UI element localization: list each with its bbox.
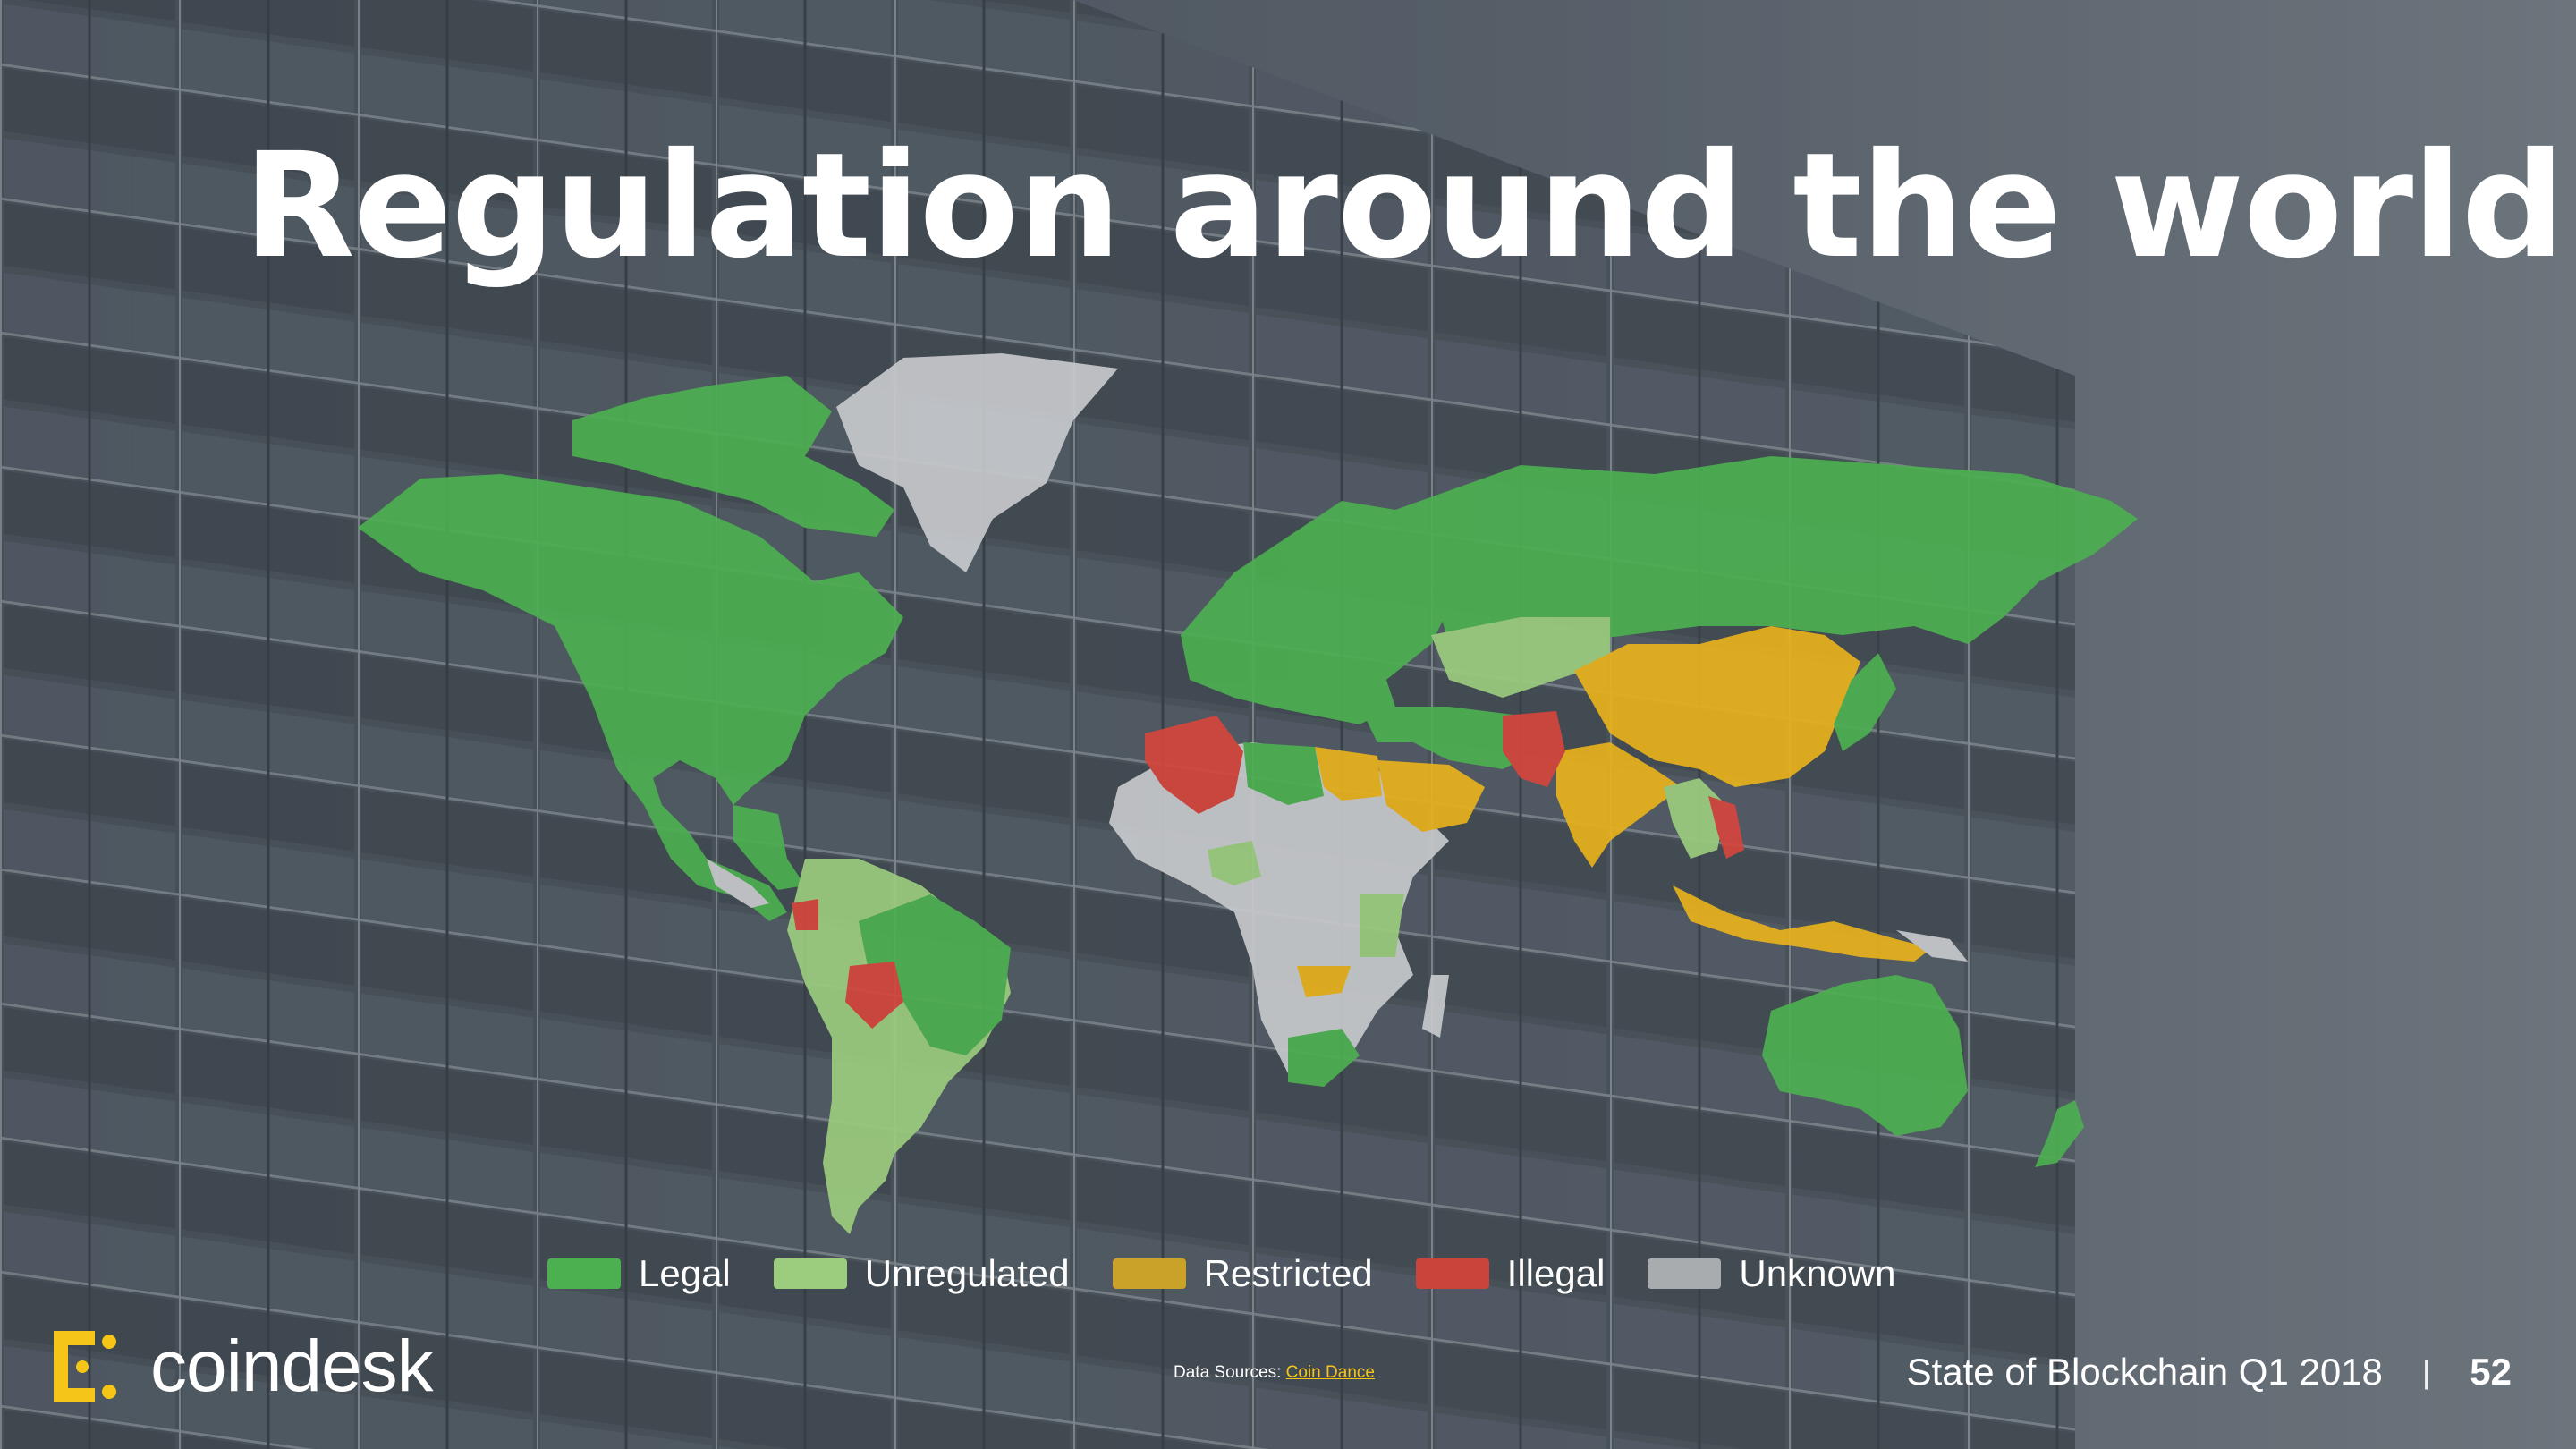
region-libya bbox=[1243, 742, 1324, 805]
coindesk-logo-text: coindesk bbox=[150, 1326, 434, 1407]
coin-dance-link[interactable]: Coin Dance bbox=[1285, 1363, 1375, 1382]
region-europe bbox=[1181, 501, 1449, 724]
page-title: Regulation around the world. bbox=[243, 134, 2576, 279]
legend-swatch-illegal bbox=[1415, 1258, 1489, 1289]
legend-item-unregulated: Unregulated bbox=[773, 1252, 1070, 1294]
region-brazil bbox=[859, 894, 1011, 1055]
legend-swatch-legal bbox=[547, 1258, 621, 1289]
region-indonesia bbox=[1673, 886, 1932, 962]
region-india bbox=[1556, 742, 1682, 868]
legend-swatch-unregulated bbox=[773, 1258, 847, 1289]
region-south-africa bbox=[1288, 1029, 1360, 1087]
region-zambia bbox=[1297, 966, 1351, 997]
region-madagascar bbox=[1422, 975, 1449, 1038]
region-kazakhstan bbox=[1431, 617, 1610, 698]
legend-item-legal: Legal bbox=[547, 1255, 731, 1292]
report-title: State of Blockchain Q1 2018 bbox=[1906, 1351, 2383, 1393]
region-egypt bbox=[1315, 747, 1382, 801]
footer: State of Blockchain Q1 2018 | 52 bbox=[1907, 1351, 2512, 1394]
title-accent-dot: . bbox=[2564, 123, 2576, 291]
region-ecuador bbox=[792, 899, 818, 930]
legend-label-legal: Legal bbox=[639, 1252, 731, 1294]
legend-swatch-restricted bbox=[1112, 1258, 1186, 1289]
region-nigeria bbox=[1208, 841, 1261, 886]
legend-item-illegal: Illegal bbox=[1415, 1252, 1606, 1294]
region-middle-east bbox=[1360, 707, 1538, 769]
region-east-africa bbox=[1360, 894, 1404, 957]
data-sources: Data Sources: Coin Dance bbox=[1174, 1363, 1375, 1383]
region-africa bbox=[1109, 742, 1449, 1082]
legend-label-illegal: Illegal bbox=[1506, 1252, 1606, 1294]
region-bolivia bbox=[845, 962, 903, 1029]
region-central-america-unknown bbox=[707, 859, 769, 908]
legend-swatch-unknown bbox=[1648, 1258, 1722, 1289]
region-png bbox=[1896, 930, 1968, 962]
region-north-america bbox=[358, 474, 903, 921]
region-japan bbox=[1834, 653, 1896, 751]
legend-label-restricted: Restricted bbox=[1203, 1252, 1373, 1294]
region-pakistan bbox=[1503, 711, 1565, 787]
region-saudi bbox=[1377, 760, 1485, 832]
region-vietnam bbox=[1708, 796, 1744, 859]
region-new-zealand bbox=[2035, 1100, 2084, 1167]
map-legend: Legal Unregulated Restricted Illegal Unk… bbox=[547, 1250, 1939, 1297]
region-algeria bbox=[1145, 716, 1243, 814]
coindesk-logo[interactable]: coindesk bbox=[43, 1324, 434, 1410]
coindesk-logo-icon bbox=[54, 1331, 116, 1402]
legend-item-restricted: Restricted bbox=[1112, 1252, 1373, 1294]
region-australia bbox=[1762, 975, 1968, 1136]
legend-item-unknown: Unknown bbox=[1648, 1252, 1896, 1294]
legend-label-unregulated: Unregulated bbox=[864, 1252, 1070, 1294]
footer-separator: | bbox=[2421, 1353, 2431, 1390]
region-canada-islands bbox=[572, 376, 894, 537]
legend-label-unknown: Unknown bbox=[1739, 1252, 1896, 1294]
region-greenland bbox=[836, 353, 1118, 572]
data-sources-prefix: Data Sources: bbox=[1174, 1363, 1286, 1382]
region-central-america bbox=[733, 805, 805, 890]
page-number: 52 bbox=[2470, 1351, 2512, 1393]
region-russia bbox=[1395, 456, 2138, 662]
page-title-text: Regulation around the world bbox=[243, 123, 2565, 291]
region-china bbox=[1574, 626, 1860, 787]
